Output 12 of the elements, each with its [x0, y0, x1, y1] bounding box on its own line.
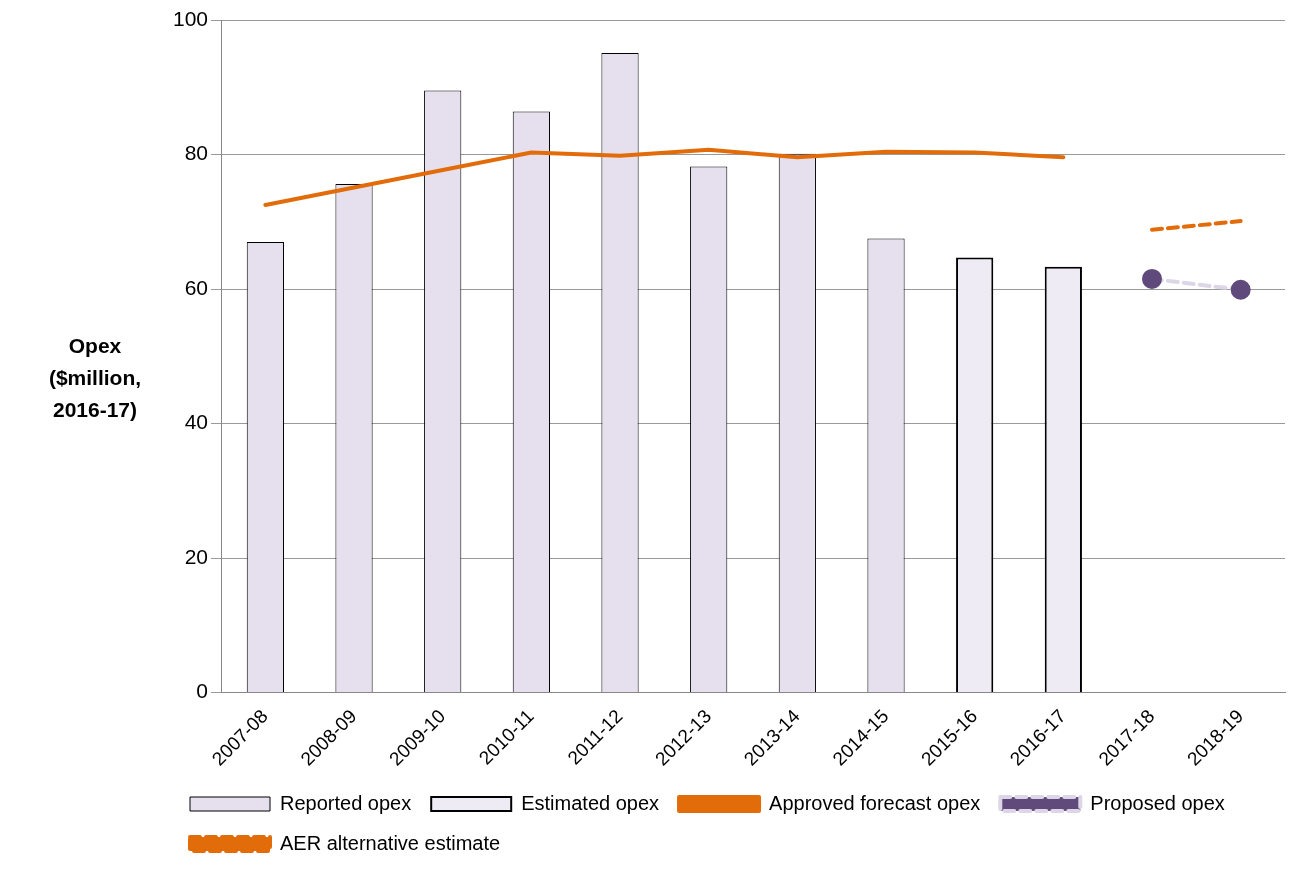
y-tick-label: 0 [196, 679, 209, 703]
y-tick-label: 60 [184, 275, 209, 299]
y-tick-label: 100 [172, 6, 209, 30]
legend-label: AER alternative estimate [280, 831, 501, 854]
y-tick-label: 80 [184, 141, 209, 165]
legend-label: Proposed opex [1090, 791, 1225, 814]
y-tick-label: 40 [184, 410, 209, 434]
y-axis-title: Opex ($million, 2016-17) [47, 333, 143, 423]
y-tick-label: 20 [184, 544, 209, 568]
legend-label: Approved forecast opex [769, 791, 981, 814]
legend-label: Reported opex [280, 791, 412, 814]
legend-label: Estimated opex [521, 791, 660, 814]
